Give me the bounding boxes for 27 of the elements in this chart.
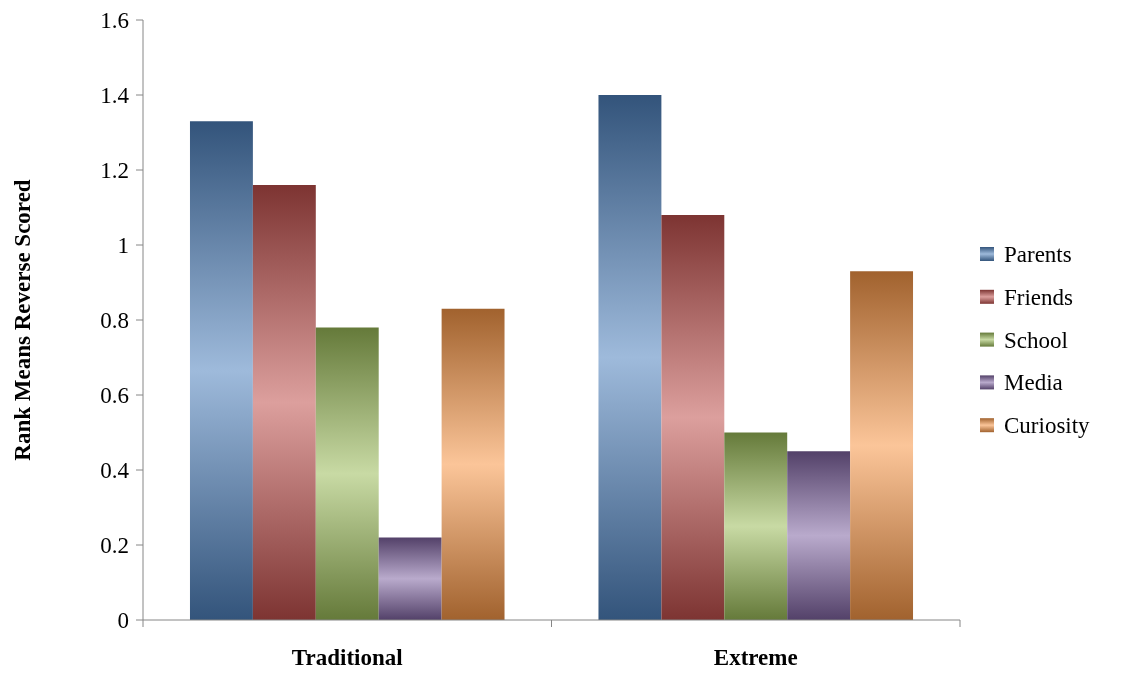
bar [724,432,788,620]
bar [598,95,662,620]
x-tick-label: Traditional [291,645,403,670]
bar [315,327,379,620]
y-tick-label: 0.8 [100,308,129,334]
bar [189,121,253,620]
y-tick-label: 1.6 [100,8,129,34]
y-tick-label: 1 [117,233,129,259]
bar [252,185,316,620]
legend-label: Media [1004,370,1063,396]
y-tick-label: 0.2 [100,533,129,559]
y-tick-label: 0 [117,608,129,634]
bar [850,271,914,620]
bar [441,308,505,620]
y-tick-label: 1.4 [100,83,130,109]
bar [661,215,725,620]
legend-label: Friends [1004,284,1074,310]
y-tick-label: 0.4 [100,458,130,484]
bar [787,451,851,620]
y-axis-title: Rank Means Reverse Scored [10,179,35,461]
y-tick-label: 1.2 [100,158,129,184]
legend-label: Parents [1004,242,1072,268]
bar [378,537,442,620]
y-tick-label: 0.6 [100,383,129,409]
legend-label: School [1004,327,1068,353]
x-tick-label: Extreme [713,645,798,670]
legend-label: Curiosity [1004,413,1091,439]
